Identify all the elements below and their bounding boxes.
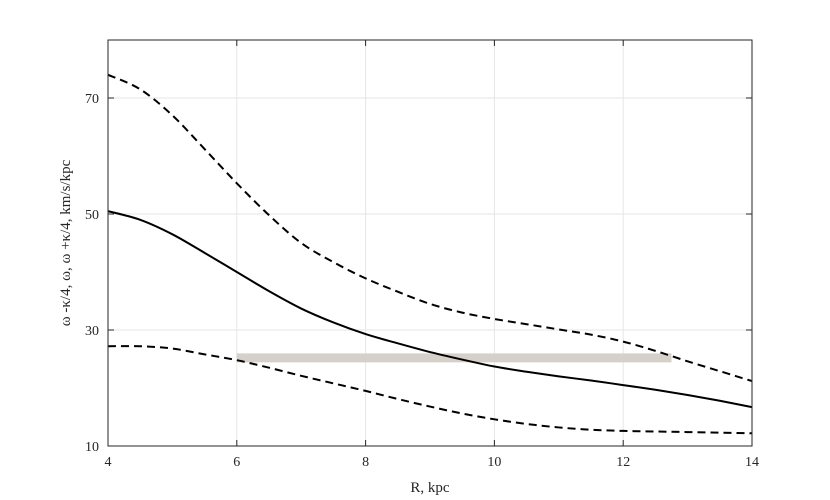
x-axis-label: R, kpc xyxy=(410,480,450,496)
ticks xyxy=(107,40,753,447)
y-tick-label: 50 xyxy=(85,208,99,223)
x-tick-label: 12 xyxy=(616,455,630,470)
x-tick-label: 8 xyxy=(362,455,369,470)
x-tick-label: 6 xyxy=(233,455,240,470)
grid xyxy=(107,40,753,447)
omega-curve xyxy=(107,210,753,409)
y-tick-label: 70 xyxy=(85,92,99,107)
omega-minus-kappa-curve xyxy=(107,345,753,435)
x-tick-label: 10 xyxy=(487,455,501,470)
y-tick-label: 10 xyxy=(85,440,99,455)
y-axis-label: ω -κ/4, ω, ω +κ/4, km/s/kpc xyxy=(58,159,74,326)
tick-labels: 4 6 8 10 12 14 10 30 50 70 xyxy=(85,92,759,470)
series-layer xyxy=(107,73,753,435)
y-tick-label: 30 xyxy=(85,324,99,339)
omega-plus-kappa-curve xyxy=(107,73,753,382)
x-tick-label: 4 xyxy=(105,455,112,470)
x-tick-label: 14 xyxy=(745,455,759,470)
plot-frame xyxy=(107,39,753,447)
